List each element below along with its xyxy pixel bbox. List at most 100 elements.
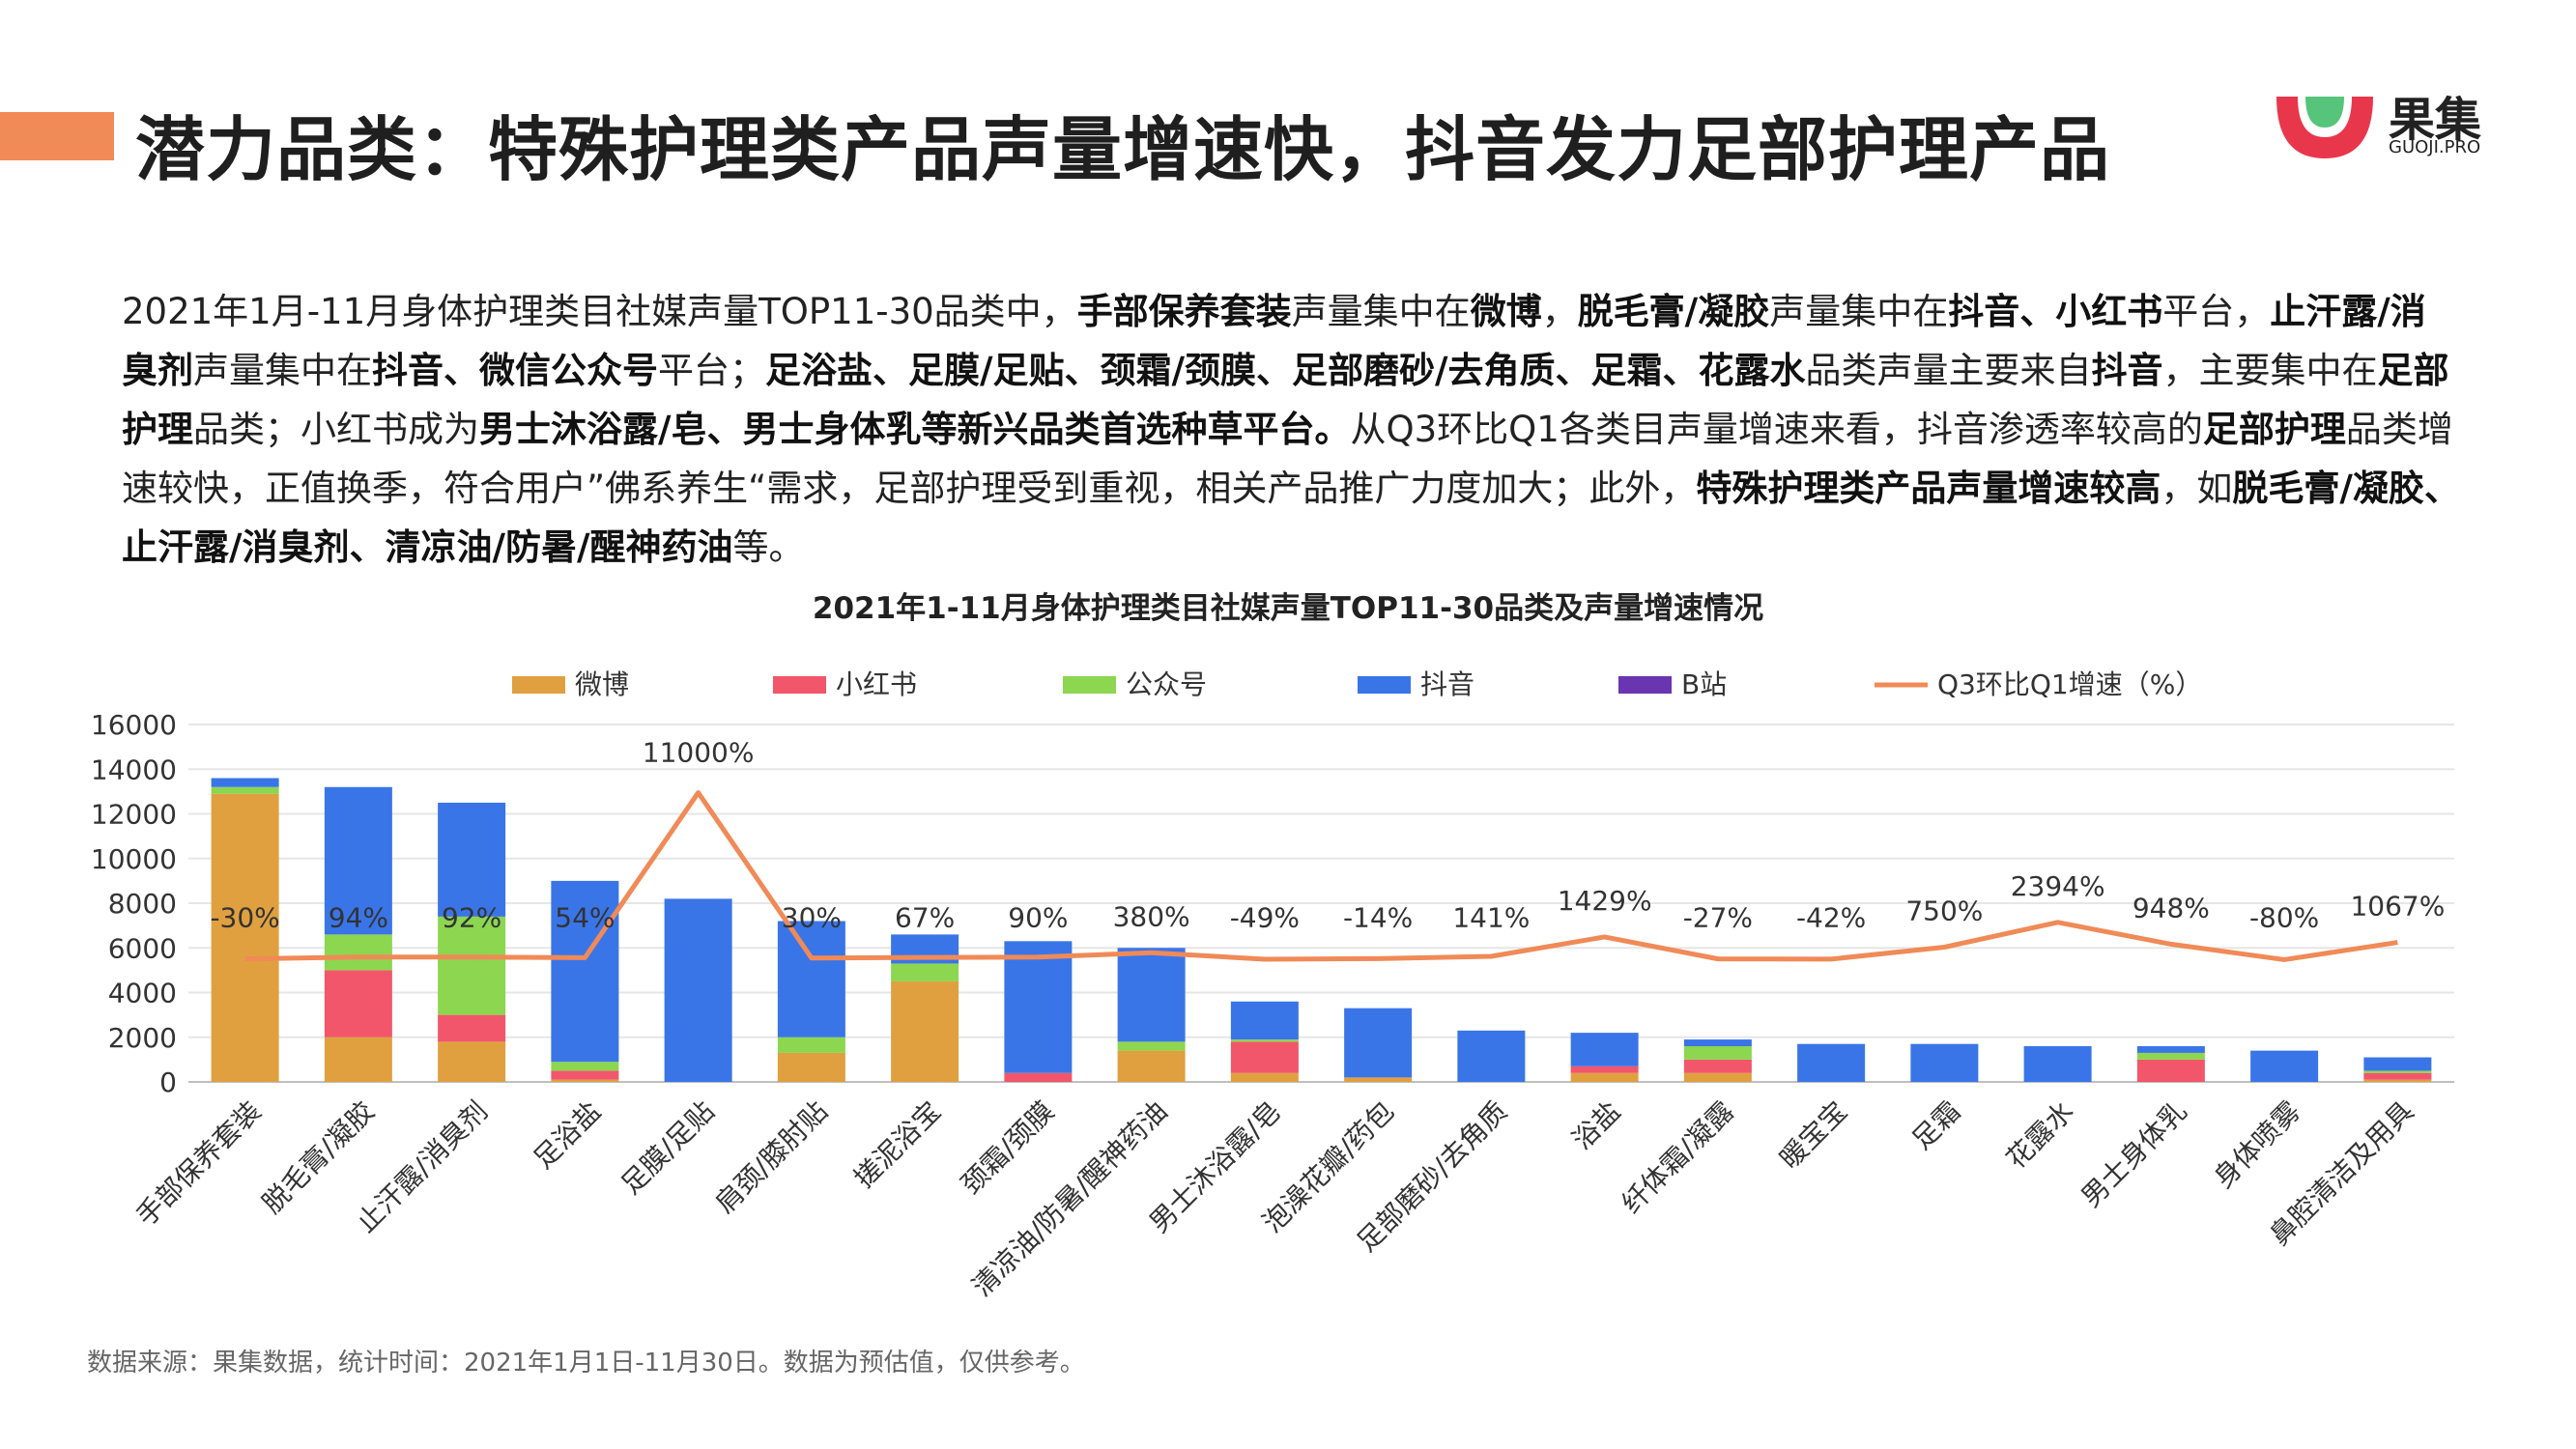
bar-segment	[551, 1062, 619, 1071]
x-tick-label: 清凉油/防暑/醒神药油	[966, 1095, 1174, 1303]
growth-data-label: 1429%	[1558, 885, 1652, 917]
growth-data-label: 948%	[2132, 892, 2210, 923]
growth-data-label: 67%	[895, 902, 955, 934]
bar-segment	[211, 793, 279, 1082]
bar-segment	[1570, 1033, 1639, 1066]
bar-segment	[891, 963, 959, 981]
bar-segment	[2136, 1059, 2205, 1082]
bar-segment	[664, 898, 732, 1082]
data-source-note: 数据来源：果集数据，统计时间：2021年1月1日-11月30日。数据为预估值，仅…	[87, 1349, 1085, 1378]
logo-subtext: GUOJI.PRO	[2389, 137, 2481, 157]
bar-segment	[1004, 941, 1073, 1073]
growth-data-label: -80%	[2249, 902, 2319, 934]
stacked-bar-line-chart: 0 2000 4000 6000 8000 10000 12000 14000 16000 手部保…	[91, 668, 2454, 1303]
x-tick-label: 足浴盐	[528, 1095, 608, 1176]
growth-data-label: -27%	[1683, 902, 1753, 934]
summary-segment: 从Q3环比Q1各类目声量增速来看，抖音渗透率较高的	[1350, 409, 2203, 450]
legend-swatch	[1618, 676, 1672, 694]
bar-segment	[1230, 1001, 1299, 1040]
summary-segment: 特殊护理类产品声量增速较高	[1696, 468, 2161, 509]
bar-segment	[1230, 1039, 1299, 1042]
x-tick-label: 足霜	[1905, 1095, 1966, 1156]
summary-segment: 足部护理	[122, 350, 2449, 450]
x-tick-label: 男士身体乳	[2075, 1095, 2192, 1213]
x-tick-label: 搓泥浴宝	[848, 1095, 948, 1195]
legend-label: B站	[1681, 668, 1727, 700]
x-tick-label: 浴盐	[1566, 1095, 1627, 1156]
bar-segment	[211, 786, 279, 794]
bar-segment	[1004, 1072, 1073, 1082]
bar-segment	[1117, 1041, 1186, 1051]
y-tick-label: 14000	[91, 753, 177, 785]
summary-segment: 抖音、小红书	[1948, 291, 2163, 332]
bar-segment	[1117, 1050, 1186, 1082]
summary-segment: 手部保养套装	[1076, 291, 1292, 332]
bar-segment	[2136, 1046, 2205, 1053]
x-tick-label: 脱毛膏/凝胶	[256, 1095, 381, 1220]
bar-segment	[2023, 1046, 2092, 1082]
x-tick-label: 纤体霜/凝露	[1616, 1095, 1740, 1220]
legend-label: Q3环比Q1增速（%）	[1937, 668, 2202, 700]
bar-segment	[324, 934, 392, 971]
bar-segment	[1344, 1077, 1413, 1082]
y-tick-label: 4000	[108, 978, 177, 1009]
bar-segment	[324, 1037, 392, 1082]
guoji-logo-icon	[2276, 97, 2373, 158]
legend-swatch	[1063, 676, 1116, 694]
summary-segment: 声量集中在	[193, 350, 372, 391]
y-tick-label: 8000	[108, 888, 177, 920]
summary-segment: 品类；小红书成为	[193, 409, 479, 450]
growth-data-label: -49%	[1230, 902, 1300, 934]
legend-label: 小红书	[836, 668, 917, 700]
legend-label: 公众号	[1126, 668, 1207, 700]
summary-segment: 2021年1月-11月身体护理类目社媒声量TOP11-30品类中，	[122, 291, 1077, 332]
summary-segment: 声量集中在	[1291, 291, 1471, 332]
bar-segment	[777, 921, 845, 1037]
bar-segment	[2363, 1057, 2432, 1071]
x-tick-label: 手部保养套装	[129, 1095, 267, 1233]
bar-segment	[324, 786, 392, 935]
growth-data-label: 1067%	[2350, 891, 2445, 923]
bar-segment	[1117, 948, 1186, 1042]
bar-segment	[2363, 1072, 2432, 1080]
bar-segment	[1910, 1043, 1979, 1082]
x-tick-label: 身体喷雾	[2208, 1095, 2307, 1195]
summary-segment: ，如	[2161, 468, 2233, 509]
bar-segment	[211, 778, 279, 787]
y-tick-label: 0	[159, 1066, 177, 1098]
summary-segment: 止汗露/消臭剂	[122, 291, 2426, 391]
summary-segment: 抖音	[2091, 350, 2163, 391]
x-tick-label: 颈霜/颈膜	[955, 1095, 1060, 1201]
legend-swatch	[512, 676, 565, 694]
growth-data-label: 750%	[1905, 895, 1983, 927]
page-title: 潜力品类：特殊护理类产品声量增速快，抖音发力足部护理产品	[135, 109, 2111, 190]
logo-text: 果集	[2389, 93, 2482, 147]
growth-data-label: 2394%	[2011, 870, 2105, 902]
summary-segment: 脱毛膏/凝胶、止汗露/消臭剂、清凉油/防暑/醒神药油	[122, 468, 2460, 568]
bar-segment	[1683, 1059, 1752, 1073]
summary-segment: 抖音、微信公众号	[372, 350, 658, 391]
growth-data-label: 90%	[1008, 902, 1068, 934]
bar-segment	[1570, 1072, 1639, 1082]
growth-data-label: -30%	[210, 902, 279, 934]
bar-segment	[2363, 1070, 2432, 1073]
bar-segment	[551, 880, 619, 1063]
summary-segment: 足浴盐、足膜/足贴、颈霜/颈膜、足部磨砂/去角质、足霜、花露水	[765, 350, 1806, 391]
bar-segment	[551, 1079, 619, 1082]
growth-data-label: -42%	[1796, 902, 1866, 934]
growth-data-label: 92%	[442, 902, 501, 934]
x-tick-label: 暖宝宝	[1773, 1095, 1853, 1176]
y-tick-label: 12000	[91, 799, 177, 831]
bar-segment	[1683, 1039, 1752, 1046]
bar-segment	[1797, 1043, 1866, 1082]
growth-data-label: 11000%	[643, 737, 755, 769]
growth-data-label: 380%	[1113, 900, 1190, 932]
bar-segment	[438, 802, 506, 917]
summary-segment: 平台，	[2162, 291, 2271, 332]
summary-segment: 平台；	[658, 350, 765, 391]
x-tick-label: 足膜/足贴	[615, 1095, 720, 1201]
bar-segment	[1683, 1072, 1752, 1082]
bar-segment	[777, 1037, 845, 1053]
summary-segment: 微博	[1470, 291, 1542, 332]
bar-segment	[891, 980, 959, 1082]
